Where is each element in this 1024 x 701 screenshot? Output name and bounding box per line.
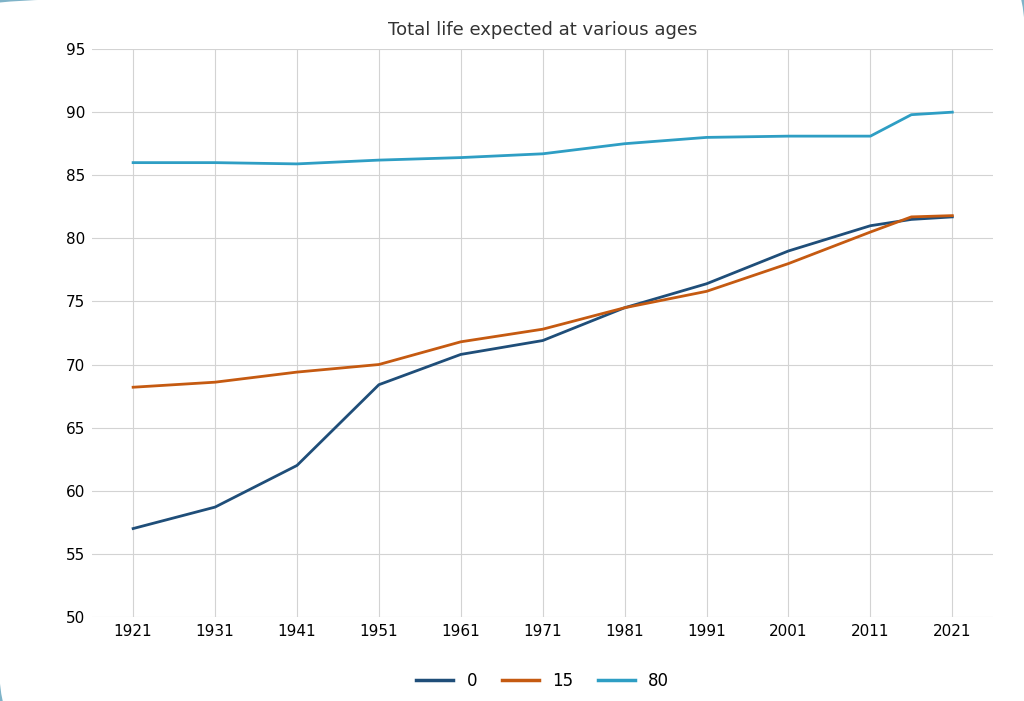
0 xyxy=(537,336,549,345)
80 xyxy=(782,132,795,140)
Line: 15: 15 xyxy=(133,216,952,387)
80 xyxy=(700,133,713,142)
80 xyxy=(537,149,549,158)
15 xyxy=(905,212,918,221)
0 xyxy=(373,381,385,389)
15 xyxy=(782,259,795,268)
15 xyxy=(373,360,385,369)
15 xyxy=(291,368,303,376)
80 xyxy=(864,132,877,140)
0 xyxy=(700,280,713,288)
0 xyxy=(455,350,467,359)
15 xyxy=(127,383,139,391)
80 xyxy=(455,154,467,162)
Line: 0: 0 xyxy=(133,217,952,529)
80 xyxy=(209,158,221,167)
15 xyxy=(700,287,713,296)
0 xyxy=(946,212,958,221)
15 xyxy=(537,325,549,334)
80 xyxy=(373,156,385,164)
80 xyxy=(291,160,303,168)
0 xyxy=(209,503,221,511)
0 xyxy=(291,461,303,470)
15 xyxy=(455,338,467,346)
15 xyxy=(209,378,221,386)
80 xyxy=(618,139,631,148)
80 xyxy=(905,111,918,119)
Title: Total life expected at various ages: Total life expected at various ages xyxy=(388,21,697,39)
0 xyxy=(127,524,139,533)
0 xyxy=(905,215,918,224)
0 xyxy=(618,304,631,312)
15 xyxy=(864,228,877,236)
0 xyxy=(782,247,795,255)
15 xyxy=(618,304,631,312)
Line: 80: 80 xyxy=(133,112,952,164)
15 xyxy=(946,212,958,220)
80 xyxy=(946,108,958,116)
80 xyxy=(127,158,139,167)
Legend: 0, 15, 80: 0, 15, 80 xyxy=(410,665,676,696)
0 xyxy=(864,222,877,230)
